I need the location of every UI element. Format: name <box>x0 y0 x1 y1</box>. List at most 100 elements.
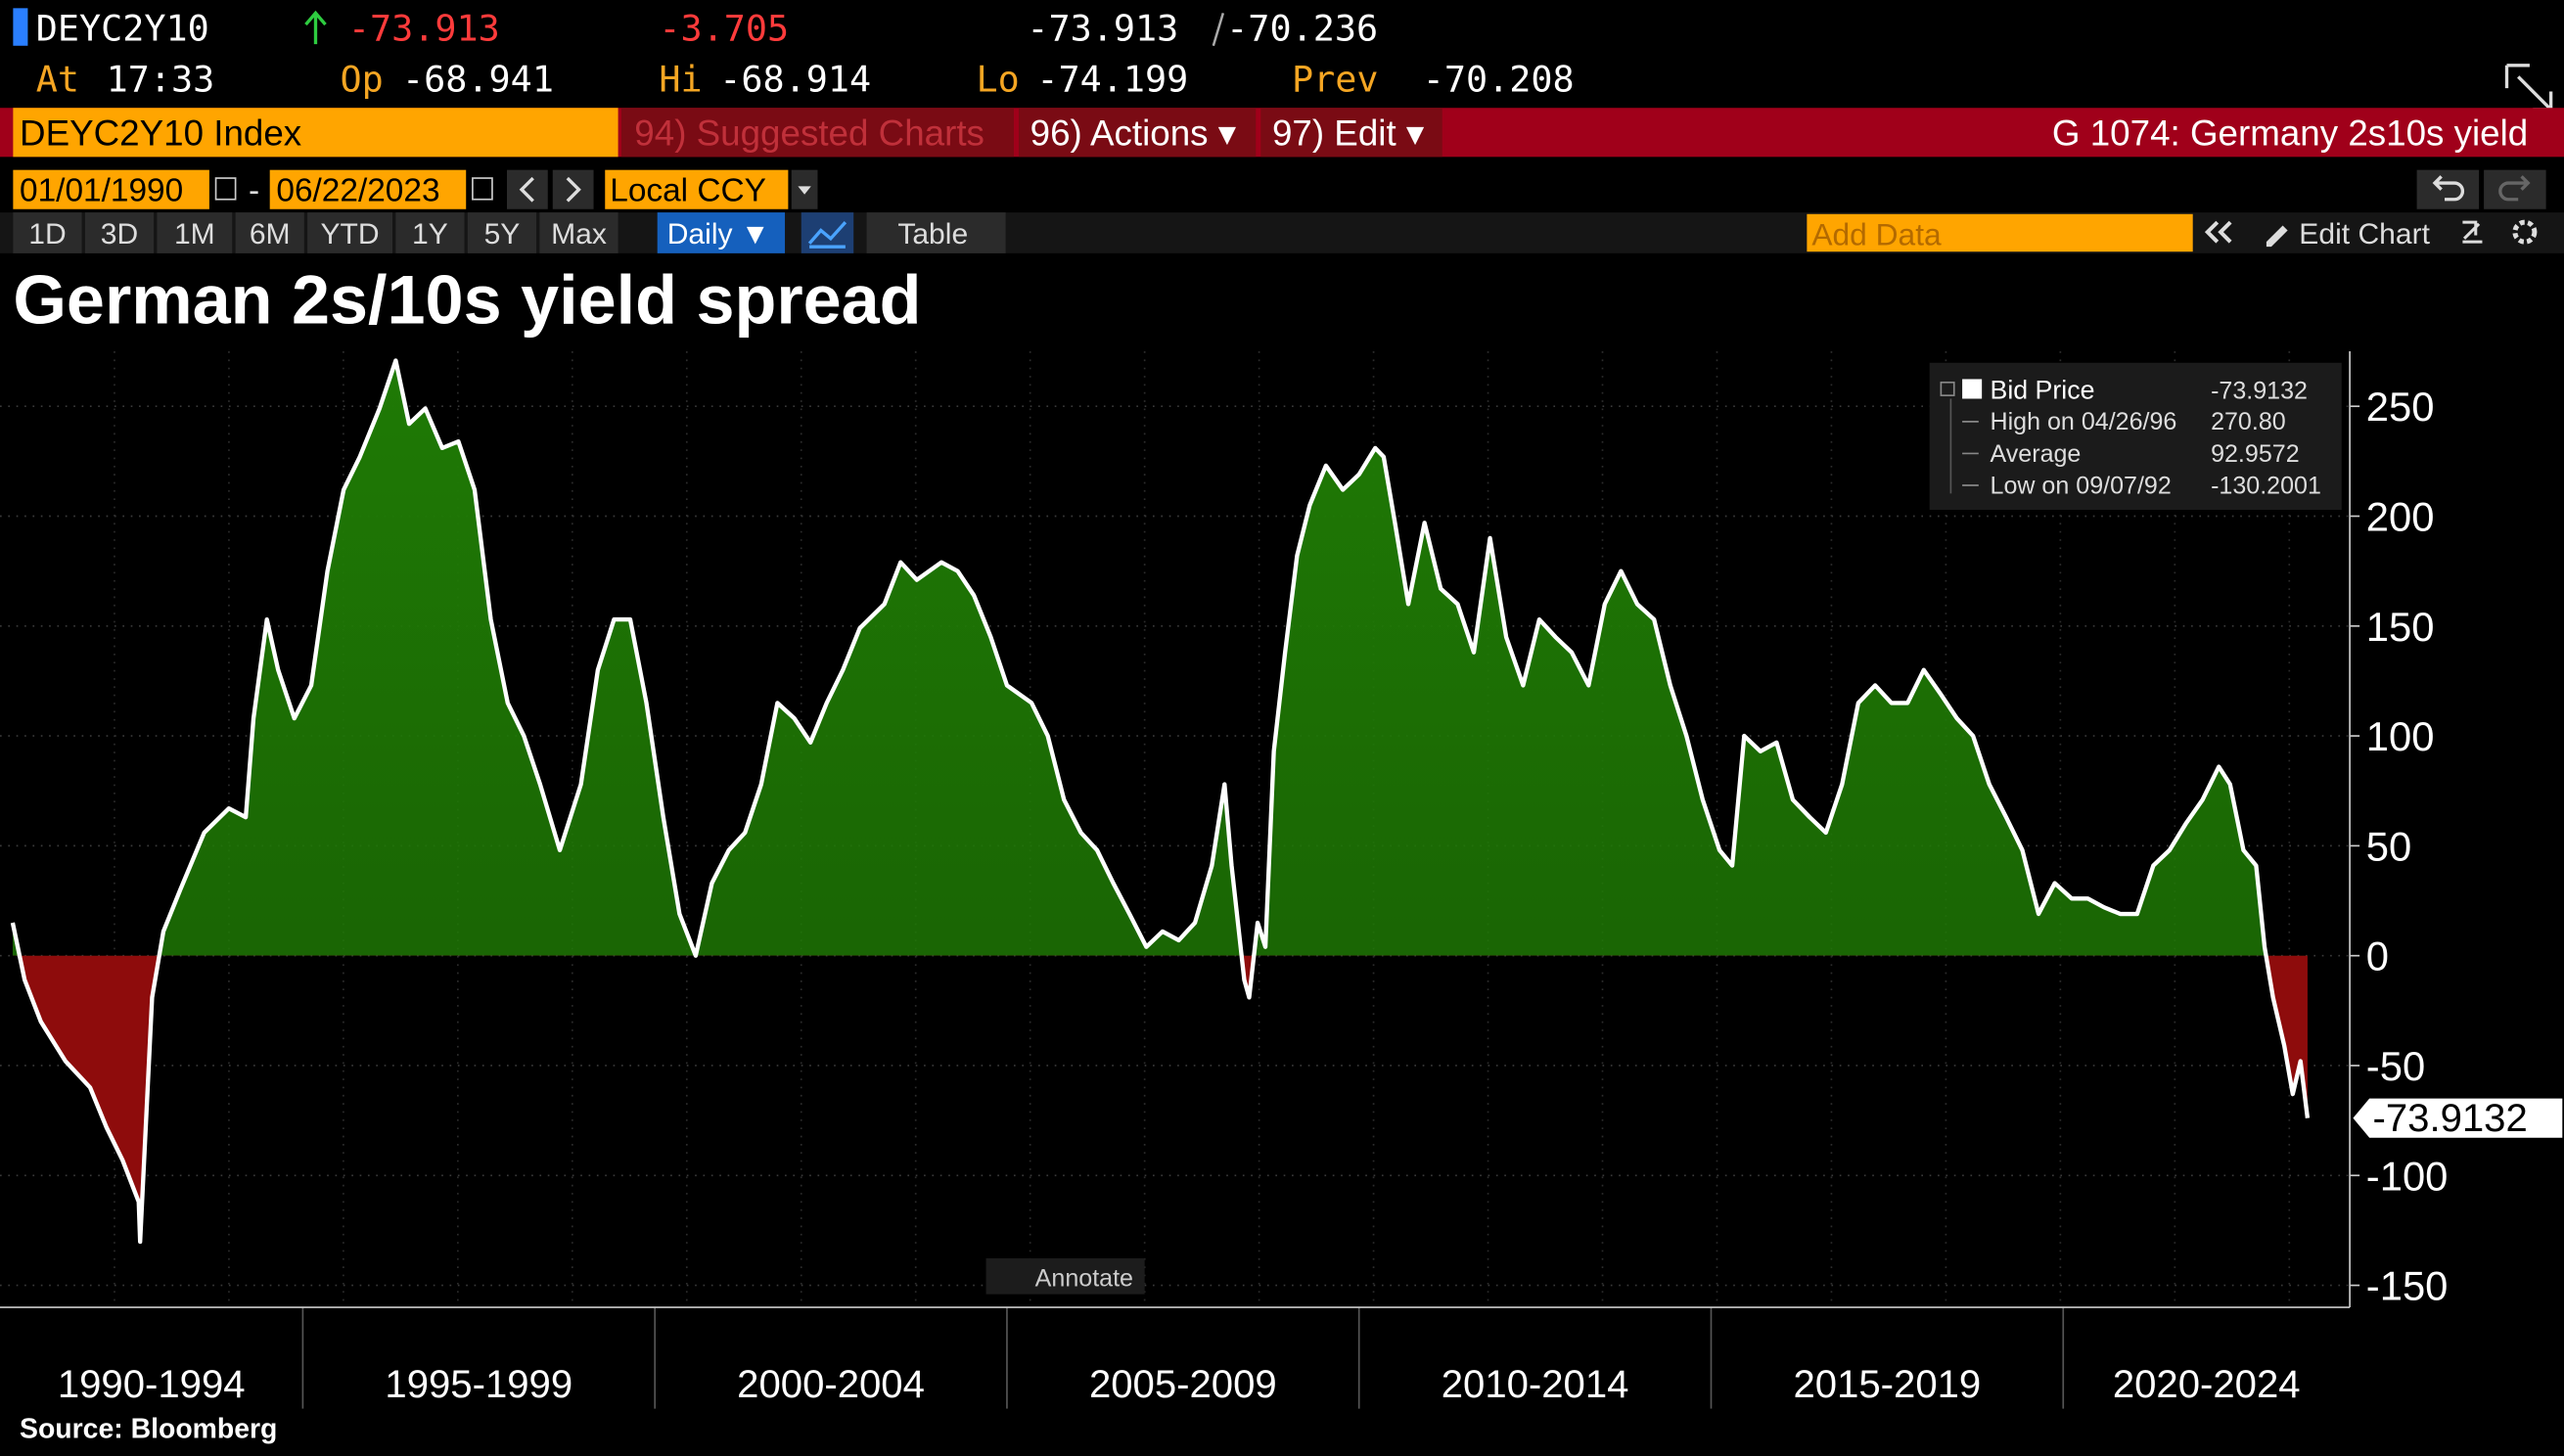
y-tick-label: -50 <box>2366 1043 2425 1089</box>
dropdown-icon <box>798 186 811 195</box>
low-label: Lo <box>977 59 1020 101</box>
bid: -73.913 <box>1027 8 1178 50</box>
line <box>10 358 2311 1245</box>
last-value-tag <box>2353 1098 2563 1138</box>
period-label: 1M <box>174 218 215 250</box>
ticker: DEYC2Y10 <box>36 8 209 50</box>
period-label: 5Y <box>484 218 521 250</box>
suggested-label: 94) Suggested Charts <box>634 114 984 154</box>
high: -68.914 <box>719 59 871 101</box>
next-button[interactable] <box>552 169 594 209</box>
period-button[interactable] <box>157 212 233 253</box>
suggested-button[interactable] <box>620 108 1014 158</box>
pencil-icon <box>2266 225 2288 248</box>
legend-stat-value: 92.9572 <box>2211 440 2300 468</box>
function-title: G 1074: Germany 2s10s yield <box>2052 114 2528 154</box>
prev-icon <box>519 176 534 203</box>
frequency: Daily ▼ <box>667 218 770 250</box>
edit-icon[interactable] <box>2462 220 2483 244</box>
undo-icon <box>2432 175 2464 202</box>
x-tick-label: 2010-2014 <box>1442 1363 1629 1406</box>
frequency-button[interactable] <box>657 212 786 253</box>
table-label: Table <box>897 218 968 250</box>
last-value-label: -73.9132 <box>2373 1097 2528 1140</box>
y-tick-label: 150 <box>2366 604 2435 650</box>
collapse-icon[interactable] <box>2204 220 2232 244</box>
expand-icon[interactable] <box>2504 64 2553 112</box>
annotate: Annotate <box>1035 1264 1133 1292</box>
y-tick-label: -150 <box>2366 1263 2449 1309</box>
redo-icon <box>2498 175 2531 202</box>
undo-button[interactable] <box>2416 169 2480 209</box>
net-change: -3.705 <box>659 8 789 50</box>
period-label: 3D <box>101 218 138 250</box>
plot: -150 -100 -50 0 50 100 150 200 250 1990-1994 1995-… <box>0 351 2563 1409</box>
redo-button[interactable] <box>2484 169 2546 209</box>
y-tick-label: 0 <box>2366 933 2389 979</box>
time-label: At <box>36 59 79 101</box>
annotate-button[interactable] <box>985 1257 1145 1295</box>
actions-label: 96) Actions ▾ <box>1030 114 1237 154</box>
time: 17:33 <box>107 59 215 101</box>
currency: Local CCY <box>610 172 766 208</box>
add-data: Add Data <box>1811 217 1942 252</box>
settings-icon[interactable] <box>2512 219 2538 245</box>
open: -68.941 <box>402 59 554 101</box>
source: Source: Bloomberg <box>20 1414 277 1445</box>
period-button[interactable] <box>13 212 82 253</box>
legend-stat-value: -130.2001 <box>2211 472 2321 499</box>
low: -74.199 <box>1036 59 1188 101</box>
x-tick-label: 2020-2024 <box>2113 1363 2301 1406</box>
x-tick-label: 1990-1994 <box>58 1363 246 1406</box>
last-price: -73.913 <box>348 8 500 50</box>
prev: -70.208 <box>1423 59 1575 101</box>
legend-stat-label: Average <box>1991 440 2082 468</box>
line-chart-icon <box>807 221 847 249</box>
edit-chart[interactable]: Edit Chart <box>2299 218 2430 250</box>
legend-box <box>1929 362 2342 511</box>
table-button[interactable] <box>866 212 1006 253</box>
period-button[interactable] <box>84 212 155 253</box>
y-tick-label: 200 <box>2366 494 2435 540</box>
period-button[interactable] <box>235 212 304 253</box>
security: DEYC2Y10 Index <box>20 114 301 154</box>
period-label: 6M <box>250 218 291 250</box>
legend-swatch <box>1962 379 1983 399</box>
start-date-box[interactable] <box>13 169 209 209</box>
legend-stat-label: Low on 09/07/92 <box>1991 472 2172 499</box>
calendar-icon[interactable] <box>214 177 237 201</box>
add-data-box[interactable] <box>1807 213 2193 252</box>
period-button[interactable] <box>307 212 393 253</box>
x-tick-label: 2015-2019 <box>1794 1363 1982 1406</box>
actions-button[interactable] <box>1018 108 1257 158</box>
currency-box[interactable] <box>605 169 789 209</box>
period-button[interactable] <box>539 212 618 253</box>
x-tick-label: 1995-1999 <box>385 1363 572 1406</box>
period-label: 1Y <box>412 218 448 250</box>
period-button[interactable] <box>395 212 465 253</box>
status-marker <box>13 8 28 46</box>
area-positive <box>12 360 2266 956</box>
y-tick-label: 250 <box>2366 384 2435 430</box>
legend-stat-value: 270.80 <box>2211 408 2286 435</box>
edit-button[interactable] <box>1260 108 1442 158</box>
end-date: 06/22/2023 <box>276 172 439 208</box>
high-label: Hi <box>659 59 702 101</box>
legend-value: -73.9132 <box>2211 377 2308 404</box>
open-label: Op <box>341 59 384 101</box>
calendar-icon[interactable] <box>472 177 493 201</box>
period-label: YTD <box>321 218 380 250</box>
prev-label: Prev <box>1292 59 1379 101</box>
edit-label: 97) Edit ▾ <box>1272 114 1425 154</box>
period-button[interactable] <box>467 212 537 253</box>
x-tick-label: 2000-2004 <box>737 1363 925 1406</box>
legend-entry: Bid Price <box>1991 375 2095 404</box>
x-tick-label: 2005-2009 <box>1089 1363 1277 1406</box>
legend-toggle[interactable] <box>1940 381 1955 396</box>
y-tick-label: 100 <box>2366 713 2435 759</box>
prev-button[interactable] <box>506 169 548 209</box>
security-box[interactable] <box>13 108 618 158</box>
end-date-box[interactable] <box>269 169 467 209</box>
